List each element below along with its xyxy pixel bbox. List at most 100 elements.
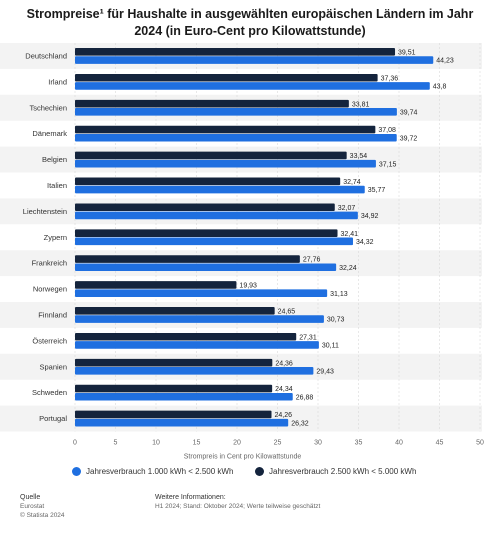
category-label: Portugal [39, 414, 67, 423]
data-label-series-1: 26,88 [296, 394, 314, 401]
data-label-series-1: 35,77 [368, 187, 386, 194]
row-band [0, 146, 482, 173]
data-label-series-2: 32,41 [341, 231, 359, 238]
data-label-series-1: 39,74 [400, 109, 418, 116]
bar-series-2 [75, 281, 237, 289]
bar-series-1 [75, 367, 314, 375]
legend-item-series-1[interactable]: Jahresverbrauch 1.000 kWh < 2.500 kWh [72, 467, 233, 476]
data-label-series-1: 37,15 [379, 161, 397, 168]
bar-series-2 [75, 410, 272, 419]
category-label: Schweden [32, 388, 67, 397]
data-label-series-1: 32,24 [339, 265, 357, 272]
category-label: Dänemark [32, 129, 67, 138]
category-label: Liechtenstein [23, 207, 67, 216]
bar-series-2 [75, 384, 273, 393]
bar-series-1 [75, 108, 397, 116]
bar-series-2 [75, 177, 341, 186]
data-label-series-1: 30,11 [322, 343, 339, 350]
bar-series-1 [75, 82, 430, 90]
data-label-series-2: 37,36 [381, 75, 399, 82]
category-label: Norwegen [33, 285, 67, 294]
bar-series-2 [75, 151, 347, 160]
category-label: Belgien [42, 155, 67, 164]
category-label: Zypern [44, 233, 67, 242]
source-heading: Quelle [20, 494, 41, 501]
x-tick-label: 10 [152, 440, 160, 447]
bar-series-2 [75, 255, 300, 263]
x-tick-label: 15 [193, 440, 201, 447]
x-tick-label: 25 [274, 440, 282, 447]
bar-series-2 [75, 73, 378, 82]
bar-series-2 [75, 203, 335, 212]
category-label: Frankreich [32, 259, 67, 268]
legend-dot-series-2 [255, 467, 264, 476]
row-band [0, 353, 482, 380]
bar-series-2 [75, 358, 273, 367]
x-tick-label: 45 [436, 440, 444, 447]
bar-series-1 [75, 237, 353, 246]
data-label-series-1: 44,23 [436, 58, 454, 65]
x-tick-label: 40 [395, 440, 403, 447]
row-band [0, 43, 482, 69]
data-label-series-2: 24,36 [275, 360, 293, 367]
x-tick-label: 50 [476, 440, 484, 447]
category-label: Spanien [39, 362, 67, 371]
bar-chart: 0 5 10 15 20 25 30 35 40 45 50 Strompreis in Cent p… [0, 43, 484, 461]
row-band [0, 302, 482, 328]
bar-series-1 [75, 315, 324, 323]
x-tick-label: 30 [314, 440, 322, 447]
category-label: Italien [47, 181, 67, 190]
bar-series-1 [75, 341, 319, 349]
data-label-series-1: 39,72 [400, 135, 418, 142]
data-label-series-1: 31,13 [330, 291, 348, 298]
legend-label-series-2: Jahresverbrauch 2.500 kWh < 5.000 kWh [269, 467, 417, 476]
bar-series-1 [75, 289, 328, 297]
data-label-series-2: 32,07 [338, 205, 356, 212]
data-label-series-1: 30,73 [327, 317, 345, 324]
data-label-series-2: 27,31 [299, 334, 317, 341]
bar-series-1 [75, 392, 293, 401]
bar-series-1 [75, 418, 289, 427]
copyright-line: © Statista 2024 [20, 512, 65, 519]
x-tick-label: 20 [233, 440, 241, 447]
x-tick-label: 35 [355, 440, 363, 447]
bar-series-2 [75, 332, 297, 341]
info-block: Weitere Informationen: H1 2024; Stand: O… [155, 493, 320, 511]
chart-title: Strompreise¹ für Haushalte in ausgewählt… [26, 7, 474, 38]
row-band [0, 198, 482, 225]
data-label-series-1: 34,32 [356, 239, 374, 246]
info-heading: Weitere Informationen: [155, 494, 226, 501]
data-label-series-1: 29,43 [316, 368, 334, 375]
data-label-series-2: 24,34 [275, 386, 293, 393]
x-axis-title: Strompreis in Cent pro Kilowattstunde [184, 454, 302, 461]
bar-series-2 [75, 125, 376, 134]
x-tick-label: 0 [73, 440, 77, 447]
data-label-series-2: 33,54 [350, 153, 368, 160]
category-label: Deutschland [25, 51, 67, 60]
data-label-series-1: 34,92 [361, 213, 379, 220]
bar-series-2 [75, 48, 396, 56]
legend-item-series-2[interactable]: Jahresverbrauch 2.500 kWh < 5.000 kWh [255, 467, 416, 476]
bar-series-2 [75, 99, 349, 108]
bar-series-1 [75, 185, 365, 194]
x-tick-label: 5 [114, 440, 118, 447]
row-band [0, 250, 482, 277]
row-band [0, 405, 482, 432]
info-line: H1 2024; Stand: Oktober 2024; Werte teil… [155, 503, 321, 510]
bar-series-1 [75, 56, 434, 64]
bar-series-2 [75, 307, 275, 315]
data-label-series-1: 43,8 [433, 84, 447, 91]
row-band [0, 94, 482, 121]
data-label-series-2: 39,51 [398, 49, 416, 56]
data-label-series-2: 33,81 [352, 101, 370, 108]
category-label: Irland [48, 77, 67, 86]
data-label-series-2: 32,74 [343, 179, 361, 186]
data-label-series-2: 24,65 [278, 308, 296, 315]
legend-label-series-1: Jahresverbrauch 1.000 kWh < 2.500 kWh [86, 467, 234, 476]
category-label: Österreich [32, 336, 67, 345]
data-label-series-2: 27,76 [303, 257, 321, 264]
category-label: Tschechien [29, 103, 67, 112]
legend-dot-series-1 [72, 467, 81, 476]
data-label-series-1: 26,32 [291, 420, 309, 427]
category-label: Finnland [38, 310, 67, 319]
